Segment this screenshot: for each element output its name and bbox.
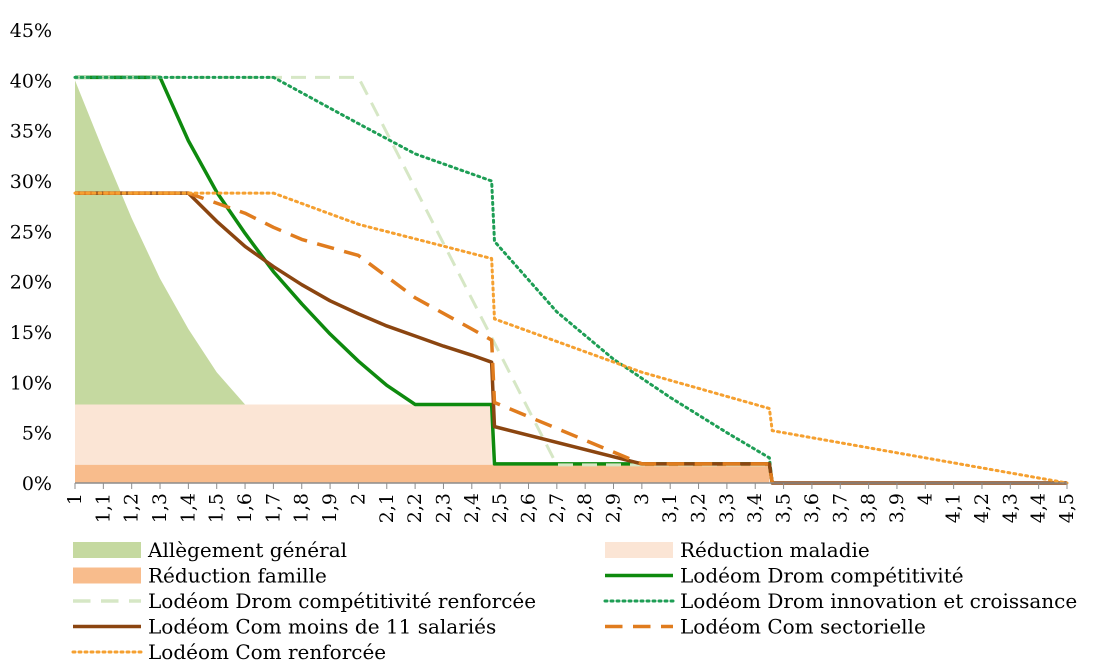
y-tick-label: 0%: [22, 473, 52, 495]
x-tick-label: 3,7: [829, 493, 851, 523]
x-tick-label: 1,8: [291, 493, 313, 523]
x-tick-label: 3,9: [886, 493, 908, 523]
y-tick-label: 30%: [10, 171, 52, 193]
area-allegement-general: [75, 80, 246, 483]
x-tick-label: 2,2: [404, 493, 426, 523]
legend-label: Lodéom Drom compétitivité renforcée: [148, 589, 536, 613]
x-tick-label: 4,5: [1056, 493, 1078, 523]
x-tick-label: 4,3: [999, 493, 1021, 523]
legend-item-lodeom-drom-innovation-et-croissance: Lodéom Drom innovation et croissance: [603, 589, 1077, 613]
y-tick-label: 10%: [10, 372, 52, 394]
x-tick-label: 3,4: [744, 493, 766, 523]
legend-item-lodeom-drom-competitivite: Lodéom Drom compétitivité: [605, 564, 964, 588]
x-tick-label: 2: [347, 493, 369, 505]
y-tick-label: 45%: [10, 20, 52, 42]
axes-layer: 1 1,1 1,2 1,3 1,4 1,5 1,6 1,7 1,8 1,9 2 2,1 2,2 2,3 2,…: [10, 20, 1078, 523]
series-lines-layer: [73, 75, 1069, 485]
legend-label: Allègement général: [147, 538, 347, 562]
legend-label: Réduction famille: [148, 564, 327, 588]
y-tick-label: 40%: [10, 70, 52, 92]
x-tick-label: 2,9: [603, 493, 625, 523]
y-tick-label: 35%: [10, 121, 52, 143]
x-tick-label: 3,5: [773, 493, 795, 523]
x-tick-label: 3,2: [688, 493, 710, 523]
x-tick-label: 4,2: [971, 493, 993, 523]
legend-item-lodeom-com-renforcee: Lodéom Com renforcée: [71, 640, 386, 664]
x-tick-label: 2,5: [489, 493, 511, 523]
series-line-lodeom-drom-innovation-et-croissance: [73, 75, 774, 485]
x-tick-label: 1,9: [319, 493, 341, 523]
x-tick-label: 1,7: [262, 493, 284, 523]
x-tick-label: 2,8: [574, 493, 596, 523]
series-line-lodeom-com-moins-de-11-salaries: [75, 191, 1067, 485]
x-tick-label: 3,1: [659, 493, 681, 523]
legend-label: Lodéom Com sectorielle: [680, 615, 926, 639]
legend-swatch: [73, 542, 141, 558]
legend-swatch: [73, 567, 141, 584]
x-tick-label: 1: [64, 493, 86, 505]
x-tick-label: 3: [631, 493, 653, 505]
x-tick-label: 3,3: [716, 493, 738, 523]
y-tick-label: 15%: [10, 322, 52, 344]
legend-label: Lodéom Drom compétitivité: [680, 564, 964, 588]
x-tick-label: 1,3: [149, 493, 171, 523]
legend-swatch: [605, 542, 673, 558]
x-tick-label: 4: [914, 493, 936, 505]
area-reduction-famille: [75, 464, 770, 483]
x-tick-label: 1,6: [234, 493, 256, 523]
x-tick-label: 1,2: [121, 493, 143, 523]
area-reduction-maladie: [75, 404, 770, 483]
legend-label: Réduction maladie: [680, 538, 870, 562]
areas-layer: [75, 80, 770, 483]
x-tick-label: 2,1: [376, 493, 398, 523]
x-tick-label: 2,4: [461, 493, 483, 523]
x-tick-label: 2,3: [432, 493, 454, 523]
x-tick-label: 2,7: [546, 493, 568, 523]
legend-item-reduction-famille: Réduction famille: [73, 564, 327, 588]
legend-label: Lodéom Com moins de 11 salariés: [148, 615, 496, 639]
y-tick-label: 25%: [10, 221, 52, 243]
x-tick-label: 3,6: [801, 493, 823, 523]
legend-label: Lodéom Drom innovation et croissance: [680, 589, 1077, 613]
legend-item-allegement-general: Allègement général: [73, 538, 347, 562]
y-tick-label: 20%: [10, 272, 52, 294]
legend-item-reduction-maladie: Réduction maladie: [605, 538, 870, 562]
x-tick-label: 1,4: [177, 493, 199, 523]
series-line-lodeom-com-renforcee: [73, 191, 1069, 485]
legend-item-lodeom-com-sectorielle: Lodéom Com sectorielle: [605, 615, 926, 639]
series-line-lodeom-drom-competitivite: [75, 75, 774, 484]
legend-label: Lodéom Com renforcée: [148, 640, 386, 664]
x-tick-label: 1,1: [92, 493, 114, 523]
series-line-lodeom-com-sectorielle: [75, 191, 774, 484]
legend: Allègement général Réduction maladie Réduc…: [71, 538, 1077, 664]
y-tick-label: 5%: [22, 423, 52, 445]
x-tick-label: 4,4: [1028, 493, 1050, 523]
x-tick-label: 3,8: [858, 493, 880, 523]
legend-item-lodeom-com-moins-de-11-salaries: Lodéom Com moins de 11 salariés: [73, 615, 496, 639]
x-tick-label: 2,6: [517, 493, 539, 523]
x-tick-label: 4,1: [943, 493, 965, 523]
legend-item-lodeom-drom-competitivite-renforcee: Lodéom Drom compétitivité renforcée: [73, 589, 536, 613]
x-tick-label: 1,5: [206, 493, 228, 523]
